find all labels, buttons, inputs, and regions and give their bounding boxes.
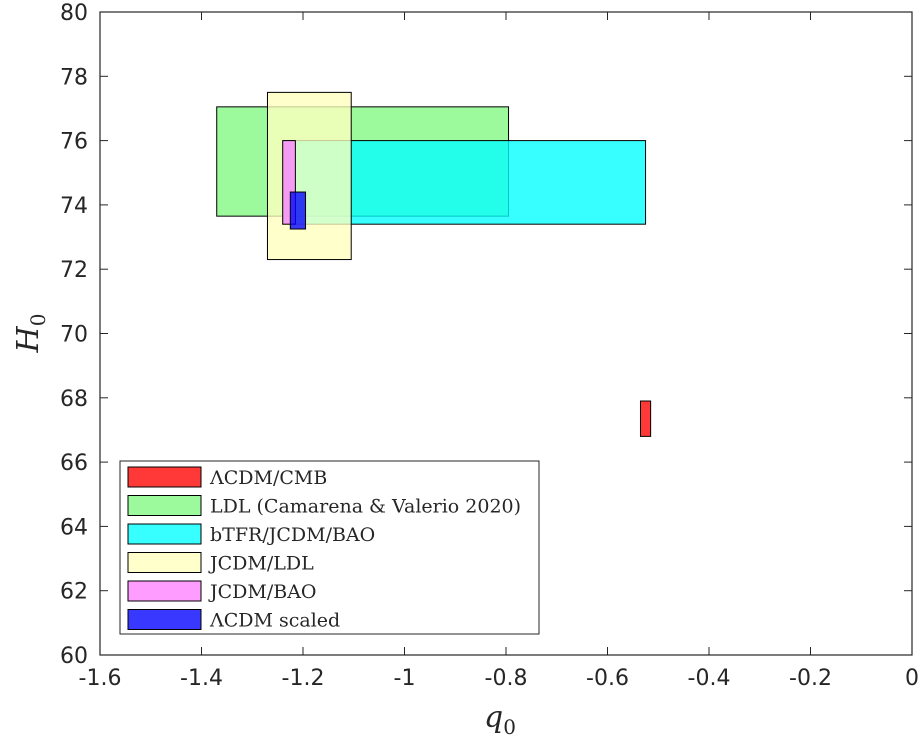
y-axis-label: H0 [11,314,50,354]
y-tick-label: 74 [60,194,88,219]
y-tick-label: 62 [60,580,88,605]
legend-label-5: ΛCDM scaled [209,610,340,632]
legend-label-2: bTFR/JCDM/BAO [210,524,375,546]
x-tick-label: -1.4 [180,666,223,691]
region-0 [639,400,652,437]
y-tick-label: 76 [60,130,88,155]
y-tick-label: 68 [60,387,88,412]
legend-box [119,460,540,635]
y-tick-label: 64 [60,515,88,540]
plot-regions [216,91,652,437]
legend: ΛCDM/CMB LDL (Camarena & Valerio 2020) bTF… [119,460,540,635]
x-axis-label: q0 [484,700,516,739]
legend-label-1: LDL (Camarena & Valerio 2020) [210,496,521,518]
y-axis-ticks: 60 62 64 66 68 70 72 74 76 78 80 [60,1,912,669]
y-tick-label: 70 [60,323,88,348]
legend-swatch-1 [127,495,202,516]
x-tick-label: -1.6 [79,666,122,691]
region-5 [289,191,307,230]
y-tick-label: 78 [60,65,88,90]
legend-swatch-3 [127,552,202,573]
legend-label-4: JCDM/BAO [208,581,317,603]
x-tick-label: -0.6 [586,666,629,691]
y-tick-label: 60 [60,644,88,669]
x-tick-label: -0.4 [688,666,731,691]
y-tick-label: 72 [60,258,88,283]
legend-label-3: JCDM/LDL [208,553,314,575]
x-axis-ticks: -1.6 -1.4 -1.2 -1 -0.8 -0.6 -0.4 -0.2 0 [79,12,919,691]
x-tick-label: -0.2 [789,666,832,691]
x-tick-label: 0 [905,666,919,691]
x-tick-label: -1 [394,666,416,691]
y-tick-label: 66 [60,451,88,476]
y-tick-label: 80 [60,1,88,26]
x-tick-label: -0.8 [485,666,528,691]
legend-swatch-4 [127,580,202,602]
region-3 [266,91,352,261]
legend-label-0: ΛCDM/CMB [209,467,327,489]
legend-swatch-5 [127,609,202,630]
x-tick-label: -1.2 [282,666,325,691]
legend-items: ΛCDM/CMB LDL (Camarena & Valerio 2020) bTF… [127,466,521,632]
legend-swatch-0 [127,466,202,488]
legend-swatch-2 [127,523,202,545]
